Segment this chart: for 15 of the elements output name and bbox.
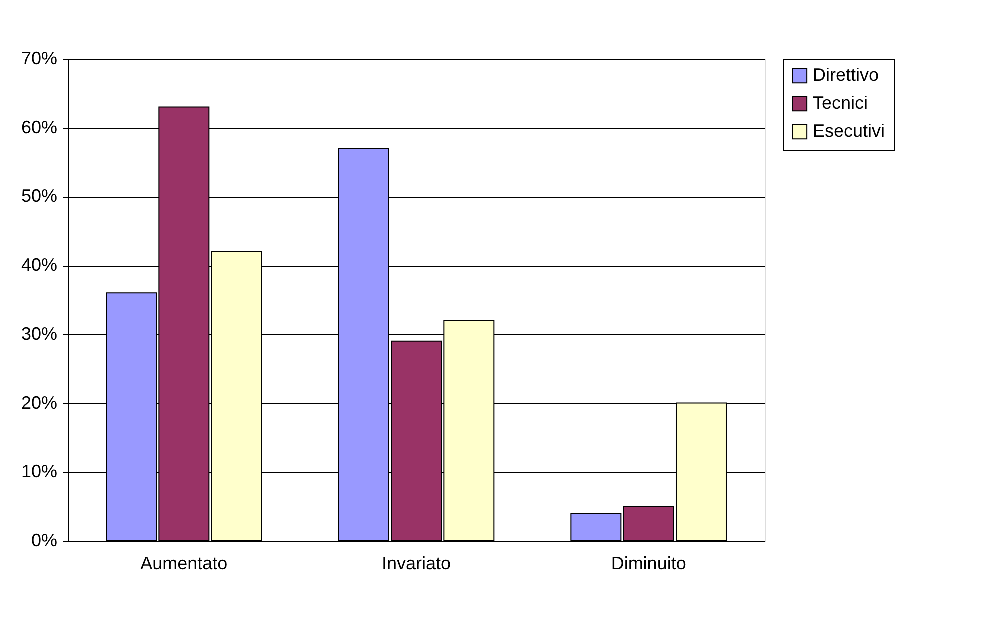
y-tick-label: 30%: [21, 324, 58, 344]
y-tick-label: 20%: [21, 392, 58, 413]
y-tick-label: 60%: [21, 117, 58, 138]
x-tick-label: Diminuito: [611, 554, 686, 574]
y-tick-label: 40%: [21, 255, 58, 276]
y-tick-label: 10%: [21, 462, 58, 482]
y-tick-label: 70%: [21, 48, 58, 68]
x-tick-label: Aumentato: [140, 554, 228, 574]
legend-label: Esecutivi: [813, 121, 886, 141]
legend-label: Direttivo: [813, 65, 880, 85]
y-tick-label: 50%: [21, 186, 58, 206]
bar: [570, 512, 622, 542]
x-tick-label: Invariato: [382, 554, 452, 574]
legend-label: Tecnici: [813, 93, 868, 113]
y-tick-label: 0%: [31, 530, 58, 550]
